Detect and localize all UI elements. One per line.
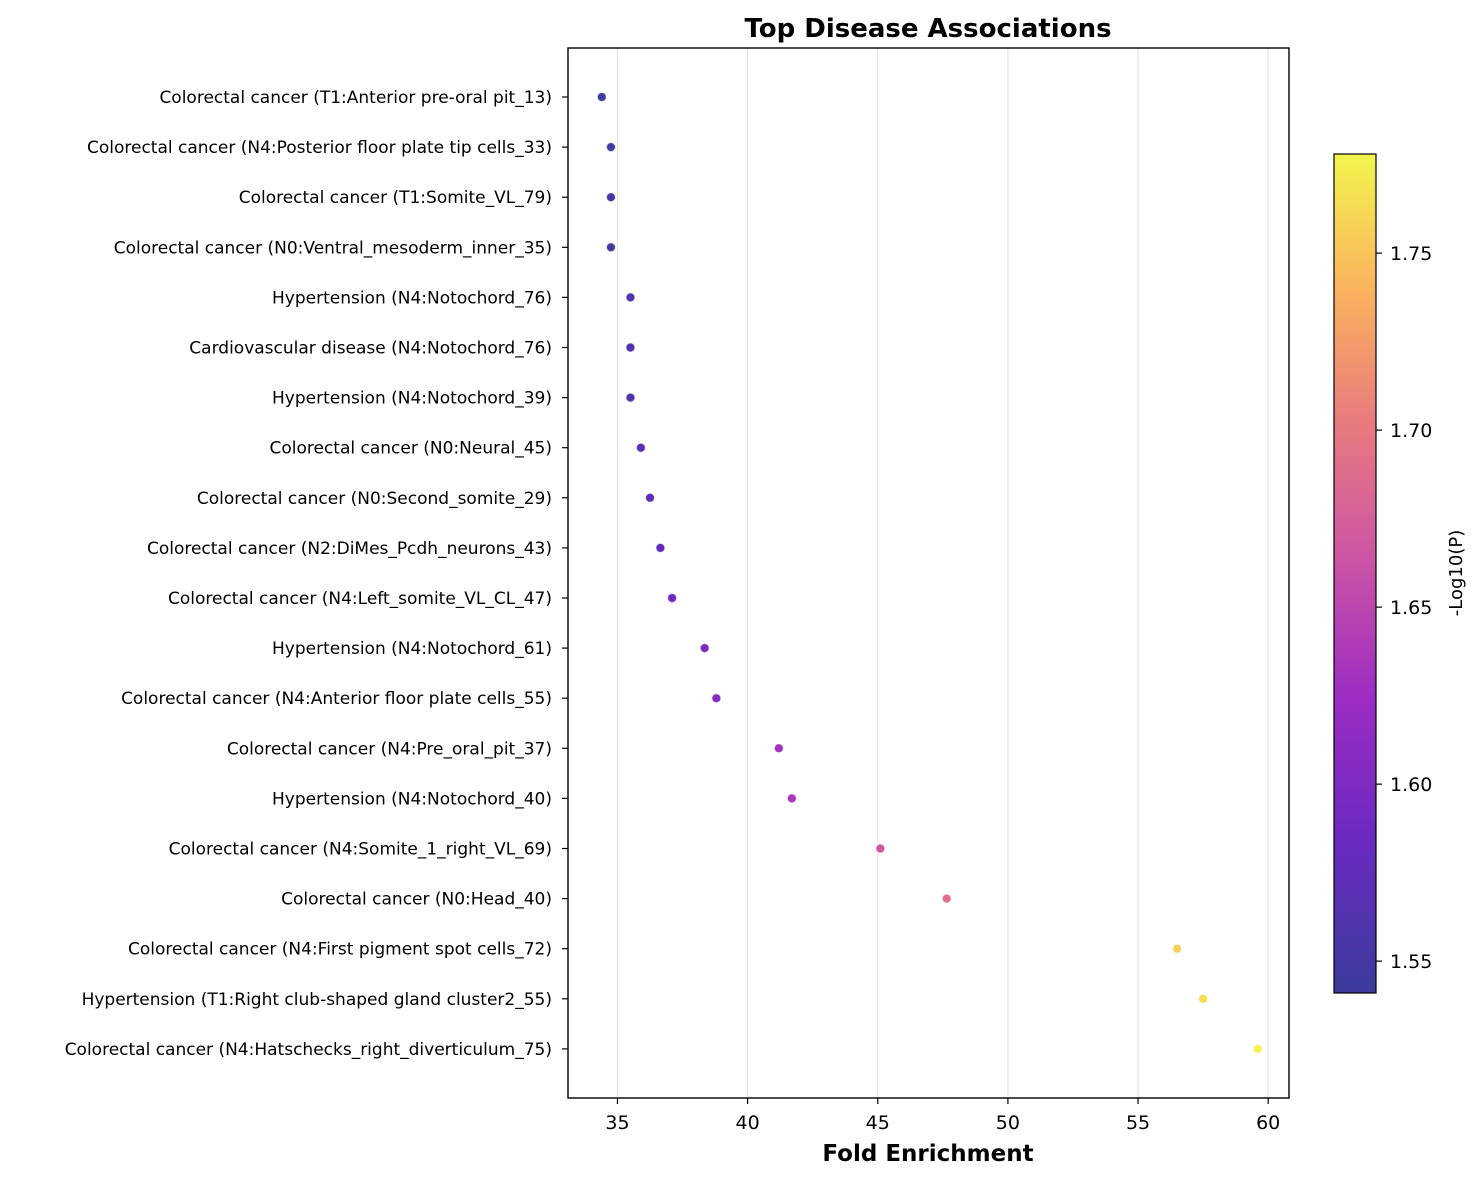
data-point xyxy=(605,242,617,253)
x-tick-label: 35 xyxy=(605,1112,629,1134)
y-tick-label: Colorectal cancer (N0:Ventral_mesoderm_i… xyxy=(114,238,552,258)
y-tick-label: Colorectal cancer (N4:Hatschecks_right_d… xyxy=(65,1040,552,1060)
data-point xyxy=(596,91,608,103)
grid-lines xyxy=(616,48,1269,1098)
data-point xyxy=(773,743,785,754)
y-tick-label: Colorectal cancer (N0:Neural_45) xyxy=(269,439,552,459)
y-tick-label: Colorectal cancer (N0:Second_somite_29) xyxy=(197,489,552,509)
y-tick-label: Hypertension (N4:Notochord_39) xyxy=(272,389,552,409)
colorbar-tick-label: 1.75 xyxy=(1390,243,1432,265)
y-tick-label: Colorectal cancer (N0:Head_40) xyxy=(281,890,552,910)
y-tick-label: Cardiovascular disease (N4:Notochord_76) xyxy=(189,339,552,359)
plot-area xyxy=(567,47,1290,1099)
y-tick-label: Colorectal cancer (N4:Somite_1_right_VL_… xyxy=(169,840,552,860)
x-tick-label: 60 xyxy=(1256,1112,1280,1134)
x-tick-label: 55 xyxy=(1126,1112,1150,1134)
data-point xyxy=(644,492,656,503)
colorbar-tick-label: 1.65 xyxy=(1390,597,1432,619)
y-tick-label: Colorectal cancer (N2:DiMes_Pcdh_neurons… xyxy=(147,539,552,559)
y-tick-label: Hypertension (N4:Notochord_40) xyxy=(272,789,552,809)
data-point xyxy=(1252,1043,1263,1055)
data-point xyxy=(699,642,710,654)
y-tick-label: Colorectal cancer (T1:Anterior pre-oral … xyxy=(159,88,552,108)
y-axis: Colorectal cancer (T1:Anterior pre-oral … xyxy=(65,88,568,1060)
data-point xyxy=(625,342,636,353)
data-point xyxy=(605,141,617,153)
data-point xyxy=(875,843,886,854)
y-tick-label: Colorectal cancer (N4:Anterior floor pla… xyxy=(121,689,552,709)
data-point xyxy=(1197,993,1209,1005)
data-point xyxy=(635,442,647,453)
x-tick-label: 50 xyxy=(996,1112,1020,1134)
data-point xyxy=(1171,943,1183,954)
colorbar-tick-label: 1.70 xyxy=(1390,420,1432,442)
y-tick-label: Colorectal cancer (N4:Posterior floor pl… xyxy=(87,138,552,158)
data-point xyxy=(711,693,722,704)
data-point xyxy=(941,893,952,904)
x-axis-label: Fold Enrichment xyxy=(822,1141,1033,1167)
colorbar-tick-label: 1.55 xyxy=(1390,951,1432,973)
colorbar xyxy=(1333,153,1377,994)
colorbar-tick-label: 1.60 xyxy=(1390,774,1432,796)
data-point xyxy=(786,793,798,804)
data-point xyxy=(655,542,666,554)
x-tick-label: 45 xyxy=(866,1112,890,1134)
y-tick-label: Colorectal cancer (N4:Left_somite_VL_CL_… xyxy=(168,589,552,609)
data-point xyxy=(625,292,636,303)
y-tick-label: Colorectal cancer (N4:Pre_oral_pit_37) xyxy=(227,739,552,759)
data-point xyxy=(666,592,678,604)
colorbar-axis: 1.55 1.60 1.65 1.70 1.75 xyxy=(1376,243,1432,973)
y-tick-label: Hypertension (N4:Notochord_76) xyxy=(272,288,552,308)
y-tick-label: Hypertension (N4:Notochord_61) xyxy=(272,639,552,659)
data-points xyxy=(596,91,1263,1055)
y-tick-label: Hypertension (T1:Right club-shaped gland… xyxy=(82,990,552,1010)
y-tick-label: Colorectal cancer (N4:First pigment spot… xyxy=(128,940,552,960)
y-tick-label: Colorectal cancer (T1:Somite_VL_79) xyxy=(239,188,552,208)
x-tick-label: 40 xyxy=(736,1112,760,1134)
data-point xyxy=(605,191,617,203)
colorbar-label: -Log10(P) xyxy=(1446,530,1467,616)
chart-title: Top Disease Associations xyxy=(744,14,1111,44)
x-axis: 35 40 45 50 55 60 xyxy=(605,1098,1280,1134)
data-point xyxy=(625,392,636,403)
